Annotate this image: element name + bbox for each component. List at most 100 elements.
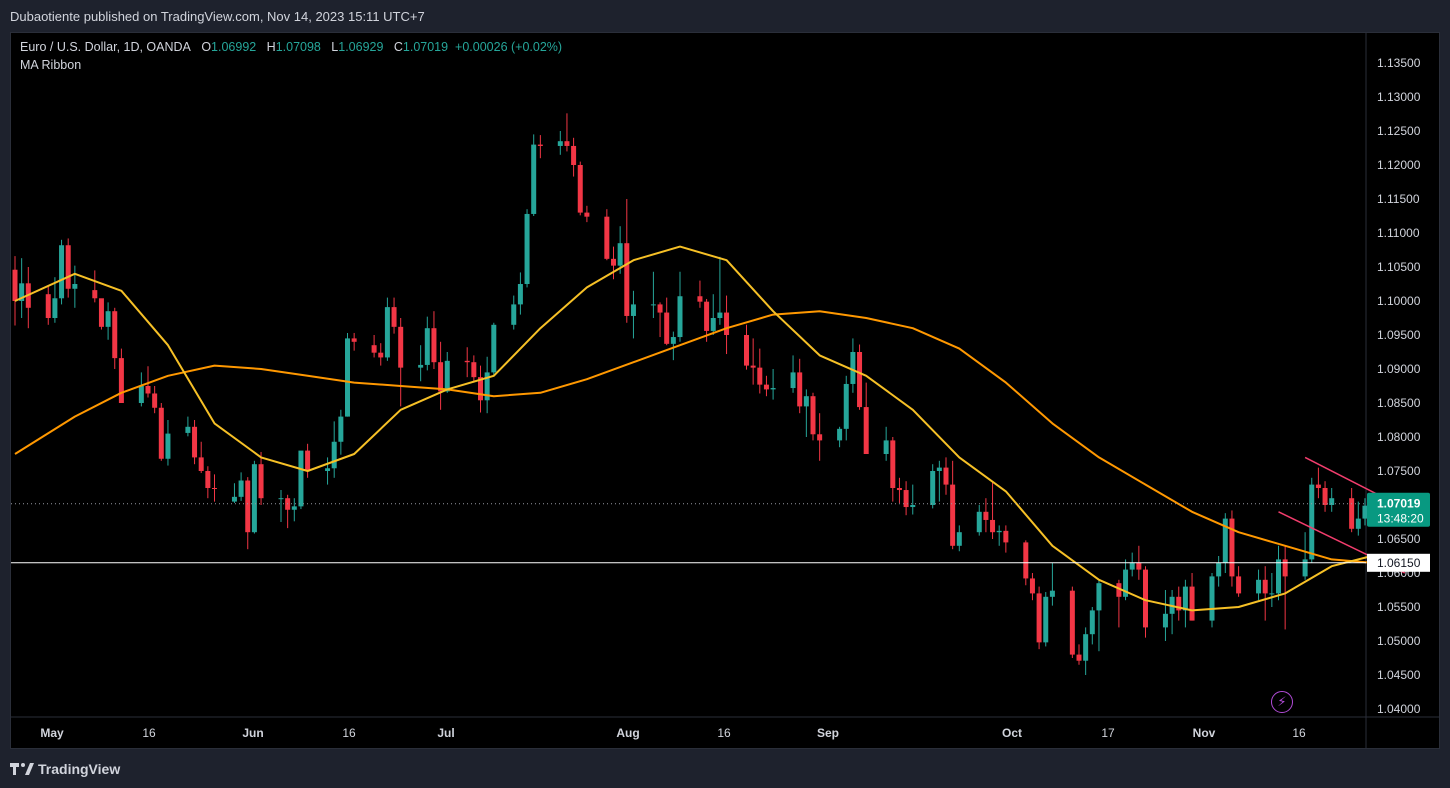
candle-body: [298, 450, 304, 507]
candle-body: [843, 383, 849, 429]
candle-body: [564, 141, 570, 146]
candle-body: [158, 407, 164, 459]
candle-body: [258, 464, 264, 499]
y-tick-label: 1.10500: [1377, 260, 1421, 274]
candle-body: [511, 304, 517, 325]
candle-body: [205, 471, 211, 488]
candle-body: [98, 298, 104, 327]
indicator-label[interactable]: MA Ribbon: [20, 58, 82, 72]
candle-body: [1262, 579, 1268, 594]
candle-body: [697, 296, 703, 302]
x-tick-label: Sep: [817, 726, 839, 740]
candle-body: [484, 372, 490, 401]
candle-body: [863, 407, 869, 454]
x-tick-label: 16: [142, 726, 156, 740]
x-tick-label: May: [40, 726, 64, 740]
candle-body: [664, 312, 670, 344]
candle-body: [584, 212, 590, 217]
candle-body: [1282, 559, 1288, 577]
y-tick-label: 1.11500: [1377, 192, 1420, 206]
candle-body: [817, 434, 823, 441]
candle-body: [630, 304, 636, 316]
chart-legend: Euro / U.S. Dollar, 1D, OANDA O1.06992 H…: [20, 40, 562, 72]
candle-body: [956, 532, 962, 546]
bottom-bar: TradingView: [0, 750, 1450, 788]
candle-body: [744, 335, 749, 366]
candle-body: [710, 318, 716, 331]
candle-body: [750, 365, 756, 368]
candle-body: [617, 243, 623, 266]
candle-body: [12, 269, 18, 301]
candle-body: [604, 216, 610, 259]
y-tick-label: 1.09500: [1377, 328, 1421, 342]
candle-body: [438, 362, 444, 392]
candle-body: [1276, 559, 1281, 594]
candle-body: [790, 372, 796, 389]
y-tick-label: 1.10000: [1377, 294, 1421, 308]
candle-body: [112, 311, 118, 359]
candle-body: [810, 396, 816, 435]
candle-body: [1269, 593, 1275, 595]
countdown-label: 13:48:20: [1377, 512, 1424, 526]
candle-body: [231, 496, 237, 502]
candle-body: [976, 511, 982, 533]
x-tick-label: Jun: [242, 726, 263, 740]
support-price-tag: [1367, 553, 1430, 572]
candle-body: [431, 328, 437, 363]
candle-body: [1049, 590, 1055, 597]
x-tick-label: Nov: [1193, 726, 1216, 740]
candle-body: [1349, 498, 1355, 529]
x-tick-label: Aug: [616, 726, 639, 740]
candle-body: [1036, 593, 1042, 643]
x-tick-label: 16: [342, 726, 356, 740]
change-value: +0.00026 (+0.02%): [455, 40, 563, 54]
candle-body: [1069, 590, 1075, 655]
candle-body: [1322, 488, 1328, 505]
candle-body: [1222, 518, 1228, 563]
candle-body: [72, 284, 78, 289]
symbol-title[interactable]: Euro / U.S. Dollar, 1D, OANDA: [20, 40, 191, 54]
publish-info: Dubaotiente published on TradingView.com…: [10, 9, 425, 24]
legend-ohlc-row: Euro / U.S. Dollar, 1D, OANDA O1.06992 H…: [20, 40, 562, 54]
candle-body: [990, 519, 996, 533]
candle-body: [1136, 562, 1142, 570]
candle-body: [325, 468, 331, 471]
candle-body: [118, 358, 124, 403]
lightning-icon[interactable]: ⚡: [1271, 691, 1293, 713]
candle-body: [557, 141, 563, 146]
candle-body: [378, 352, 384, 358]
y-tick-label: 1.12500: [1377, 124, 1421, 138]
chart-area[interactable]: [10, 32, 1440, 749]
candle-body: [1029, 578, 1035, 594]
candle-body: [338, 416, 344, 442]
y-tick-label: 1.13500: [1377, 56, 1421, 70]
candle-body: [305, 450, 311, 471]
candle-body: [531, 144, 537, 214]
tradingview-logo-icon: [10, 763, 34, 775]
y-tick-label: 1.06500: [1377, 532, 1421, 546]
candle-body: [883, 440, 889, 454]
y-tick-label: 1.12000: [1377, 158, 1421, 172]
candle-body: [1096, 583, 1102, 611]
open-label: O: [201, 40, 212, 54]
open-value: 1.06992: [211, 40, 257, 54]
candle-body: [105, 311, 111, 327]
candle-body: [1176, 596, 1182, 611]
top-bar: Dubaotiente published on TradingView.com…: [0, 0, 1450, 32]
candle-body: [577, 165, 583, 213]
candle-body: [1309, 484, 1315, 560]
candle-body: [704, 301, 710, 331]
candle-body: [1116, 583, 1122, 597]
candle-body: [92, 290, 98, 299]
candle-body: [524, 213, 530, 284]
candle-body: [418, 364, 424, 368]
candle-body: [198, 457, 204, 471]
tradingview-brand[interactable]: TradingView: [10, 761, 120, 777]
candle-body: [1236, 576, 1242, 594]
candle-body: [1089, 610, 1095, 635]
candle-body: [1123, 569, 1129, 597]
candle-body: [251, 464, 257, 533]
ma-slow-line: [14, 310, 1372, 564]
y-tick-label: 1.04500: [1377, 668, 1421, 682]
